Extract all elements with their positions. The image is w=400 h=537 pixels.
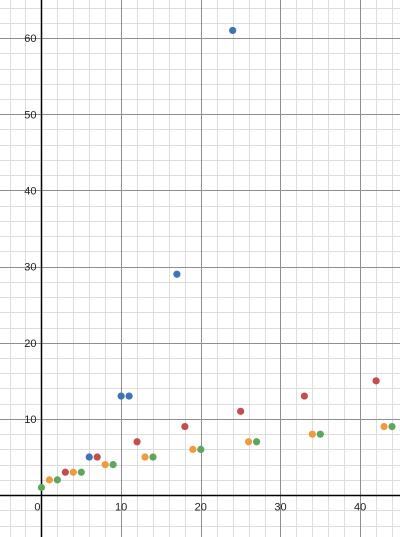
data-point bbox=[300, 392, 308, 400]
y-tick-label: 30 bbox=[24, 262, 36, 274]
data-point bbox=[69, 468, 77, 476]
x-tick-label: 20 bbox=[195, 502, 207, 514]
data-point bbox=[316, 430, 324, 438]
data-point bbox=[245, 438, 253, 446]
tick-labels: 0 10 20 30 40 10 20 30 40 50 60 bbox=[24, 33, 366, 513]
data-point bbox=[53, 476, 61, 484]
data-point bbox=[37, 483, 46, 492]
data-point bbox=[61, 468, 69, 476]
data-point bbox=[45, 476, 54, 484]
data-point bbox=[229, 26, 237, 35]
data-point bbox=[197, 445, 205, 454]
data-point bbox=[252, 438, 261, 446]
data-point bbox=[85, 453, 93, 461]
data-point bbox=[149, 453, 157, 461]
data-point bbox=[181, 422, 189, 431]
data-point bbox=[133, 438, 141, 446]
data-point bbox=[189, 445, 197, 454]
data-point bbox=[308, 430, 316, 438]
data-points bbox=[37, 26, 396, 492]
y-tick-label: 20 bbox=[24, 338, 36, 350]
data-point bbox=[101, 461, 109, 469]
x-tick-label: 10 bbox=[115, 502, 127, 514]
data-point bbox=[93, 453, 101, 461]
x-tick-label: 0 bbox=[34, 502, 40, 514]
data-point bbox=[117, 392, 125, 400]
y-tick-label: 40 bbox=[24, 185, 36, 197]
data-point bbox=[141, 453, 149, 461]
y-tick-label: 50 bbox=[24, 109, 36, 121]
data-point bbox=[372, 377, 380, 385]
data-point bbox=[109, 461, 117, 469]
data-point bbox=[77, 468, 85, 476]
y-tick-label: 10 bbox=[24, 414, 36, 426]
data-point bbox=[125, 392, 133, 400]
data-point bbox=[388, 422, 396, 431]
data-point bbox=[173, 270, 181, 278]
x-tick-label: 30 bbox=[274, 502, 286, 514]
y-tick-label: 60 bbox=[24, 33, 36, 45]
data-point bbox=[237, 407, 245, 415]
x-tick-label: 40 bbox=[354, 502, 366, 514]
data-point bbox=[380, 422, 388, 431]
